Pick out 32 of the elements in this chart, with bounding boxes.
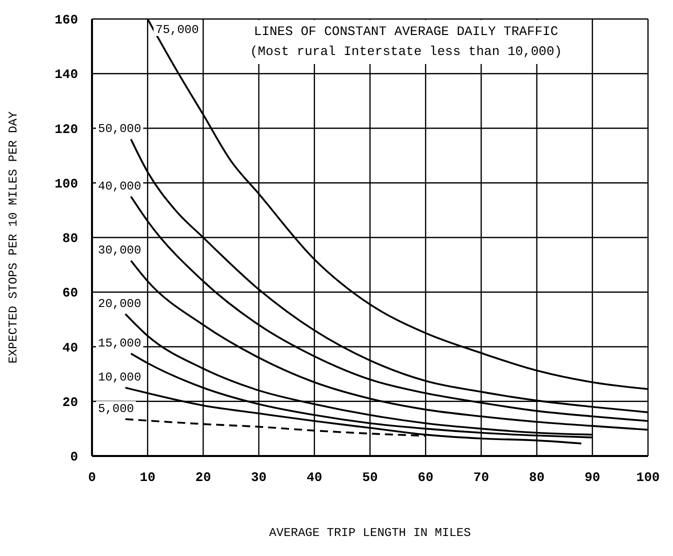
series-label: 5,000 xyxy=(98,402,134,416)
series-label: 10,000 xyxy=(98,370,142,385)
y-tick-label: 120 xyxy=(54,122,78,137)
x-tick-label: 80 xyxy=(528,470,545,486)
y-tick-label: 60 xyxy=(62,286,78,301)
y-tick-label: 0 xyxy=(70,450,78,465)
series-label: 75,000 xyxy=(156,23,199,37)
y-tick-label: 40 xyxy=(62,340,78,356)
x-tick-label: 60 xyxy=(418,470,434,486)
x-tick-label: 20 xyxy=(195,470,212,486)
x-tick-label: 10 xyxy=(140,470,156,486)
series-label: 50,000 xyxy=(98,122,142,136)
y-tick-label: 80 xyxy=(62,231,78,246)
annotation: (Most rural Interstate less than 10,000) xyxy=(250,43,562,61)
x-tick-label: 100 xyxy=(636,470,660,486)
x-tick-label: 40 xyxy=(306,470,322,486)
series-label: 15,000 xyxy=(98,336,142,351)
series-label: 20,000 xyxy=(98,296,142,311)
annotation: LINES OF CONSTANT AVERAGE DAILY TRAFFIC xyxy=(252,23,560,41)
x-tick-label: 30 xyxy=(250,470,267,486)
y-tick-label: 140 xyxy=(54,67,78,82)
y-tick-label: 100 xyxy=(54,176,78,192)
x-tick-label: 50 xyxy=(362,470,378,486)
series-label: 40,000 xyxy=(98,180,142,194)
series-label: 30,000 xyxy=(98,244,142,258)
x-tick-label: 70 xyxy=(473,470,490,486)
x-tick-label: 0 xyxy=(88,470,96,486)
y-axis-title: EXPECTED STOPS PER 10 MILES PER DAY xyxy=(6,111,20,364)
y-tick-label: 20 xyxy=(62,394,78,410)
y-tick-label: 160 xyxy=(54,12,78,28)
x-tick-label: 90 xyxy=(584,470,600,486)
x-axis-title: AVERAGE TRIP LENGTH IN MILES xyxy=(269,526,471,540)
